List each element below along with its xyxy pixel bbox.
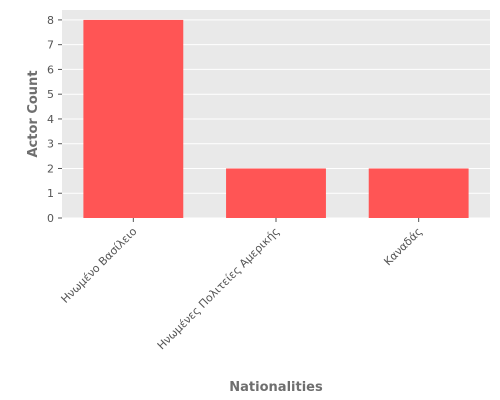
x-axis-title: Nationalities	[229, 380, 323, 395]
bars	[83, 19, 469, 219]
x-axis-ticks: Ηνωμένο Βασίλειο Ηνωμένες Πολιτείες Αμερι…	[59, 218, 425, 352]
x-tick-label: Ηνωμένο Βασίλειο	[59, 225, 140, 306]
bar	[368, 168, 469, 218]
y-tick-label: 3	[47, 138, 54, 151]
y-tick-label: 2	[47, 162, 54, 175]
y-tick-label: 6	[47, 63, 54, 76]
y-tick-label: 4	[47, 113, 54, 126]
x-tick-label: Καναδάς	[381, 225, 424, 268]
x-tick-label: Ηνωμένες Πολιτείες Αμερικής	[155, 225, 282, 352]
bar	[83, 19, 184, 219]
y-tick-label: 1	[47, 187, 54, 200]
y-axis-title: Actor Count	[26, 70, 41, 157]
y-tick-label: 7	[47, 39, 54, 52]
y-tick-label: 5	[47, 88, 54, 101]
y-tick-label: 0	[47, 212, 54, 225]
y-axis-ticks: 0 1 2 3 4 5 6 7 8	[47, 14, 62, 225]
bar	[226, 168, 326, 218]
y-tick-label: 8	[47, 14, 54, 27]
